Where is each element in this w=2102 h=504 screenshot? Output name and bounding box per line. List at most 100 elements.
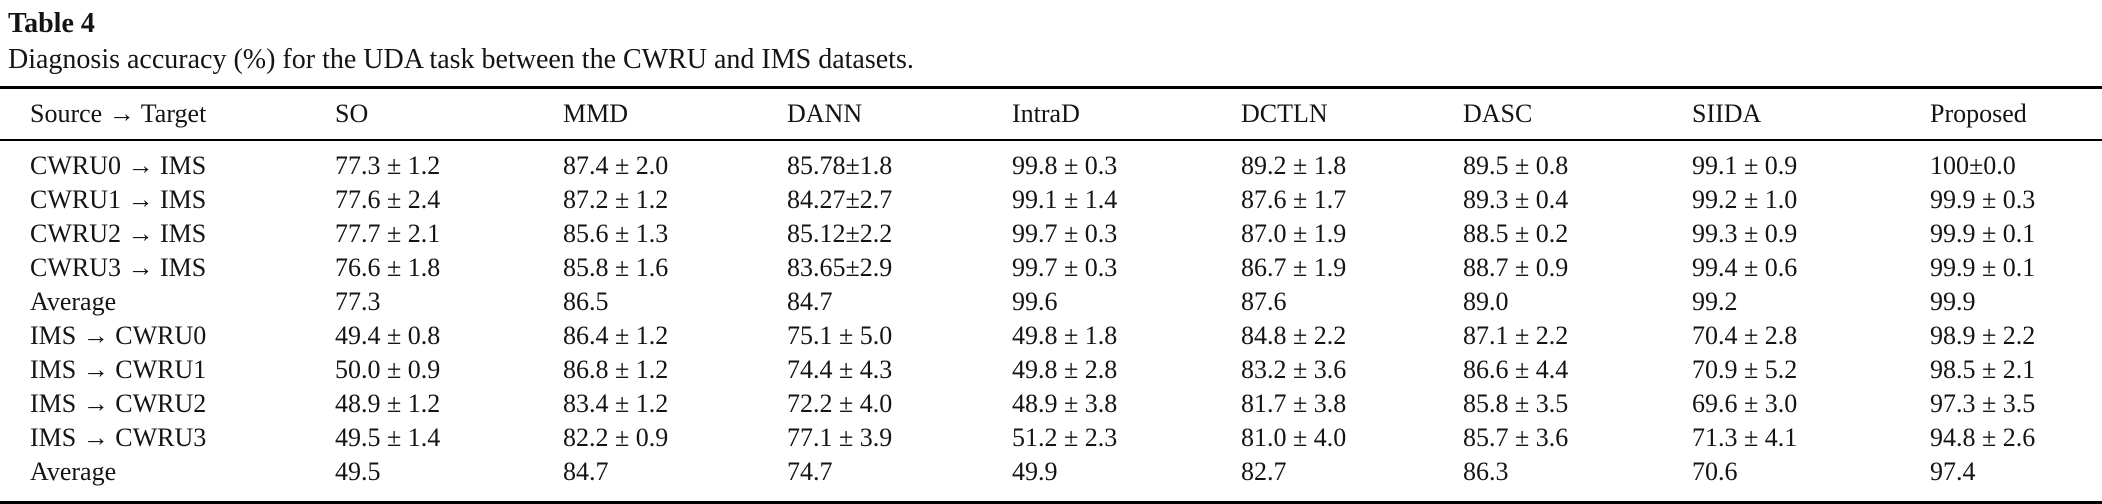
value-cell: 87.0 ± 1.9 (1241, 219, 1347, 248)
results-table: Source → Target SO MMD DANN IntraD DCTLN DASC S… (0, 86, 2102, 504)
value-cell: 81.7 ± 3.8 (1241, 389, 1347, 418)
value-cell: 81.0 ± 4.0 (1241, 423, 1347, 452)
value-cell: 77.1 ± 3.9 (787, 423, 893, 452)
value-cell: 86.3 (1463, 457, 1509, 486)
value-cell: 86.5 (563, 287, 609, 316)
value-cell: 70.9 ± 5.2 (1692, 355, 1798, 384)
row-label-cell: CWRU2 → IMS (30, 219, 207, 248)
table-row: CWRU3 → IMS 76.6 ± 1.8 85.8 ± 1.6 83.65±2.9… (0, 251, 2102, 285)
value-cell: 70.4 ± 2.8 (1692, 321, 1798, 350)
value-cell: 87.4 ± 2.0 (563, 151, 669, 180)
table-row: IMS → CWRU1 50.0 ± 0.9 86.8 ± 1.2 74.4 ± 4.… (0, 353, 2102, 387)
value-cell: 85.78±1.8 (787, 151, 893, 180)
row-label-cell: IMS → CWRU3 (30, 423, 207, 452)
value-cell: 84.7 (787, 287, 833, 316)
value-cell: 50.0 ± 0.9 (335, 355, 441, 384)
value-cell: 99.9 ± 0.1 (1930, 219, 2036, 248)
header-row: Source → Target SO MMD DANN IntraD DCTLN DASC S… (0, 87, 2102, 141)
value-cell: 99.2 ± 1.0 (1692, 185, 1798, 214)
value-cell: 87.6 ± 1.7 (1241, 185, 1347, 214)
value-cell: 77.7 ± 2.1 (335, 219, 441, 248)
value-cell: 84.8 ± 2.2 (1241, 321, 1347, 350)
column-header: Proposed (1930, 87, 2102, 141)
table-row: CWRU0 → IMS 77.3 ± 1.2 87.4 ± 2.0 85.78±1.8… (0, 140, 2102, 183)
row-label-cell: IMS → CWRU0 (30, 321, 207, 350)
value-cell: 86.4 ± 1.2 (563, 321, 669, 350)
table-row: CWRU2 → IMS 77.7 ± 2.1 85.6 ± 1.3 85.12±2.2… (0, 217, 2102, 251)
value-cell: 100±0.0 (1930, 151, 2016, 180)
value-cell: 99.8 ± 0.3 (1012, 151, 1118, 180)
row-label-cell: Average (30, 457, 117, 486)
value-cell: 99.7 ± 0.3 (1012, 219, 1118, 248)
table-row: Average 49.5 84.7 74.7 49.9 82.7 86.3 70.6 97.4 (0, 455, 2102, 503)
value-cell: 74.4 ± 4.3 (787, 355, 893, 384)
row-label-cell: CWRU3 → IMS (30, 253, 207, 282)
column-header: DASC (1463, 87, 1692, 141)
value-cell: 99.4 ± 0.6 (1692, 253, 1798, 282)
value-cell: 77.3 (335, 287, 381, 316)
value-cell: 99.7 ± 0.3 (1012, 253, 1118, 282)
value-cell: 51.2 ± 2.3 (1012, 423, 1118, 452)
value-cell: 84.7 (563, 457, 609, 486)
value-cell: 87.2 ± 1.2 (563, 185, 669, 214)
value-cell: 77.6 ± 2.4 (335, 185, 441, 214)
value-cell: 98.5 ± 2.1 (1930, 355, 2036, 384)
row-label-cell: CWRU0 → IMS (30, 151, 207, 180)
table-row: IMS → CWRU3 49.5 ± 1.4 82.2 ± 0.9 77.1 ± 3.… (0, 421, 2102, 455)
value-cell: 49.8 ± 2.8 (1012, 355, 1118, 384)
value-cell: 87.1 ± 2.2 (1463, 321, 1569, 350)
value-cell: 83.4 ± 1.2 (563, 389, 669, 418)
value-cell: 99.9 ± 0.1 (1930, 253, 2036, 282)
value-cell: 49.4 ± 0.8 (335, 321, 441, 350)
value-cell: 85.6 ± 1.3 (563, 219, 669, 248)
value-cell: 77.3 ± 1.2 (335, 151, 441, 180)
value-cell: 48.9 ± 1.2 (335, 389, 441, 418)
value-cell: 74.7 (787, 457, 833, 486)
value-cell: 69.6 ± 3.0 (1692, 389, 1798, 418)
row-label-cell: Average (30, 287, 117, 316)
value-cell: 89.2 ± 1.8 (1241, 151, 1347, 180)
value-cell: 86.8 ± 1.2 (563, 355, 669, 384)
value-cell: 84.27±2.7 (787, 185, 893, 214)
value-cell: 82.2 ± 0.9 (563, 423, 669, 452)
value-cell: 49.9 (1012, 457, 1058, 486)
column-header: DCTLN (1241, 87, 1463, 141)
value-cell: 89.5 ± 0.8 (1463, 151, 1569, 180)
value-cell: 76.6 ± 1.8 (335, 253, 441, 282)
value-cell: 88.7 ± 0.9 (1463, 253, 1569, 282)
value-cell: 83.65±2.9 (787, 253, 893, 282)
value-cell: 99.3 ± 0.9 (1692, 219, 1798, 248)
value-cell: 85.7 ± 3.6 (1463, 423, 1569, 452)
value-cell: 97.3 ± 3.5 (1930, 389, 2036, 418)
value-cell: 89.0 (1463, 287, 1509, 316)
value-cell: 99.1 ± 0.9 (1692, 151, 1798, 180)
value-cell: 85.12±2.2 (787, 219, 893, 248)
value-cell: 71.3 ± 4.1 (1692, 423, 1798, 452)
value-cell: 99.2 (1692, 287, 1738, 316)
column-header: MMD (563, 87, 787, 141)
value-cell: 49.5 (335, 457, 381, 486)
table-body: CWRU0 → IMS 77.3 ± 1.2 87.4 ± 2.0 85.78±1.8… (0, 140, 2102, 503)
value-cell: 70.6 (1692, 457, 1738, 486)
row-label-cell: CWRU1 → IMS (30, 185, 207, 214)
value-cell: 94.8 ± 2.6 (1930, 423, 2036, 452)
table-label: Table 4 (8, 8, 95, 39)
value-cell: 98.9 ± 2.2 (1930, 321, 2036, 350)
value-cell: 89.3 ± 0.4 (1463, 185, 1569, 214)
column-header: SIIDA (1692, 87, 1930, 141)
value-cell: 99.9 (1930, 287, 1976, 316)
value-cell: 99.6 (1012, 287, 1058, 316)
value-cell: 88.5 ± 0.2 (1463, 219, 1569, 248)
value-cell: 99.9 ± 0.3 (1930, 185, 2036, 214)
table-caption: Diagnosis accuracy (%) for the UDA task … (8, 44, 914, 75)
value-cell: 49.5 ± 1.4 (335, 423, 441, 452)
table-row: Average 77.3 86.5 84.7 99.6 87.6 89.0 99.2 99.9 (0, 285, 2102, 319)
value-cell: 72.2 ± 4.0 (787, 389, 893, 418)
row-label-cell: IMS → CWRU2 (30, 389, 207, 418)
value-cell: 85.8 ± 1.6 (563, 253, 669, 282)
column-header: SO (335, 87, 563, 141)
value-cell: 82.7 (1241, 457, 1287, 486)
value-cell: 83.2 ± 3.6 (1241, 355, 1347, 384)
value-cell: 49.8 ± 1.8 (1012, 321, 1118, 350)
